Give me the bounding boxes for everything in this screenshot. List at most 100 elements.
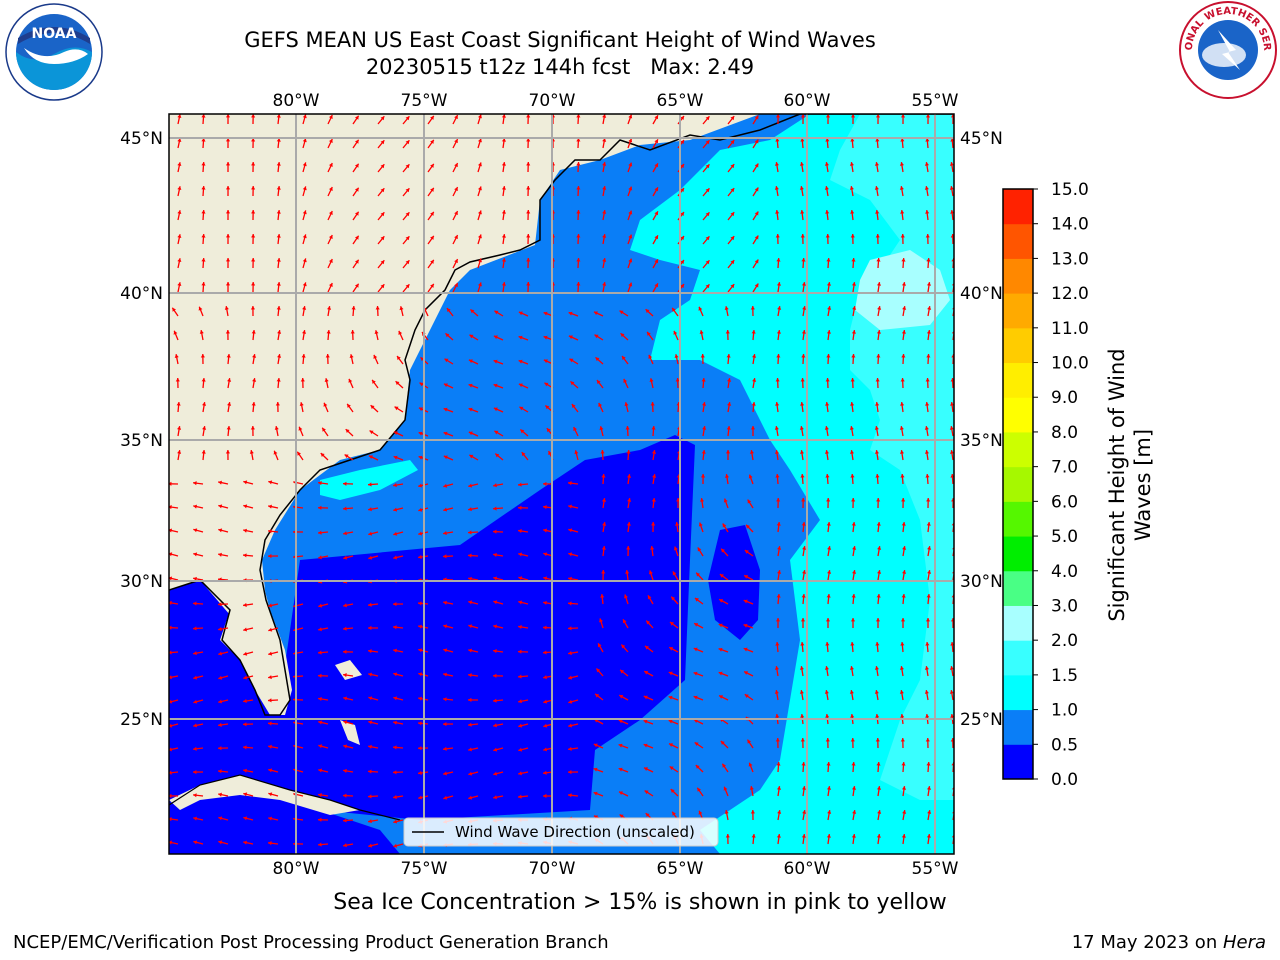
wave-arrow-head xyxy=(774,666,779,670)
wave-arrow-head xyxy=(925,714,930,718)
wave-arrow-head xyxy=(680,115,684,120)
wave-arrow-head xyxy=(697,547,702,552)
wave-arrow-head xyxy=(775,474,780,478)
wave-arrow-head xyxy=(593,767,598,772)
wave-arrow-head xyxy=(568,626,572,631)
wave-arrow-head xyxy=(302,258,307,263)
wave-arrow-head xyxy=(802,570,807,574)
wave-arrow-head xyxy=(418,624,422,629)
wave-arrow-head xyxy=(393,602,397,607)
wave-arrow-head xyxy=(393,531,398,536)
wave-arrow-head xyxy=(824,450,830,454)
wave-arrow-head xyxy=(752,354,757,358)
wave-arrow-head xyxy=(645,813,650,818)
wave-arrow-head xyxy=(876,786,882,790)
wave-arrow-head xyxy=(901,786,907,790)
wave-arrow-head xyxy=(518,505,522,510)
wave-arrow-head xyxy=(877,546,882,550)
wave-arrow-head xyxy=(193,769,197,775)
wave-arrow-head xyxy=(393,507,398,512)
wave-arrow-head xyxy=(669,766,674,771)
wave-arrow-head xyxy=(924,186,929,190)
wave-arrow-head xyxy=(754,139,759,144)
wave-arrow-head xyxy=(576,234,581,238)
wave-arrow-head xyxy=(302,234,307,239)
wave-arrow-head xyxy=(380,188,385,193)
wave-arrow-head xyxy=(199,330,204,334)
wave-arrow-head xyxy=(343,768,347,773)
wave-arrow-head xyxy=(268,675,272,680)
chart-subtitle: 20230515 t12z 144h fcst Max: 2.49 xyxy=(365,55,755,79)
wave-arrow-head xyxy=(827,570,832,574)
wave-arrow-head xyxy=(268,792,273,797)
wave-arrow-head xyxy=(354,163,359,168)
wave-arrow-head xyxy=(243,840,247,845)
wave-arrow-head xyxy=(175,378,180,382)
wave-arrow-head xyxy=(899,450,905,454)
wave-arrow-head xyxy=(318,481,322,486)
wave-arrow-head xyxy=(568,601,572,606)
wave-arrow-head xyxy=(576,114,581,118)
wave-arrow-head xyxy=(518,552,523,557)
wave-arrow-head xyxy=(925,642,930,646)
wave-arrow-head xyxy=(569,358,574,363)
noaa-logo-text: NOAA xyxy=(32,26,77,42)
wave-arrow-head xyxy=(926,522,931,526)
wave-arrow-head xyxy=(926,786,932,790)
wave-arrow-head xyxy=(343,506,347,511)
wave-arrow-head xyxy=(628,234,633,239)
wave-arrow-head xyxy=(621,644,626,649)
wave-arrow-head xyxy=(518,771,522,776)
wave-arrow-head xyxy=(727,378,732,382)
wave-arrow-head xyxy=(501,162,506,166)
wave-arrow-head xyxy=(624,594,628,599)
wave-arrow-head xyxy=(827,306,832,310)
wave-arrow-head xyxy=(568,770,572,775)
wave-arrow-head xyxy=(493,747,498,752)
wave-arrow-head xyxy=(375,306,380,310)
wave-arrow-head xyxy=(277,354,282,358)
wave-arrow-head xyxy=(501,234,506,238)
wave-arrow-head xyxy=(543,576,548,581)
colorbar-tick-label: 11.0 xyxy=(1051,319,1089,339)
wave-arrow-head xyxy=(493,529,497,534)
wave-arrow-head xyxy=(825,474,830,478)
wave-arrow-head xyxy=(443,697,447,702)
wave-arrow-head xyxy=(218,722,222,727)
wave-arrow-head xyxy=(468,553,472,558)
wave-arrow-head xyxy=(443,455,448,460)
wave-arrow-head xyxy=(368,744,372,749)
wave-arrow-head xyxy=(268,698,272,703)
wave-arrow-head xyxy=(543,675,547,680)
wave-arrow-head xyxy=(218,552,222,557)
wave-arrow-head xyxy=(775,378,780,382)
wave-arrow-head xyxy=(380,284,385,289)
wave-arrow-head xyxy=(800,714,805,718)
wave-arrow-head xyxy=(672,811,676,816)
wave-arrow-head xyxy=(650,402,655,406)
wave-arrow-head xyxy=(850,234,855,238)
wave-arrow-head xyxy=(393,672,398,677)
wave-arrow-head xyxy=(647,595,652,600)
wave-arrow-head xyxy=(177,138,182,142)
wave-arrow-head xyxy=(675,522,680,526)
wave-arrow-head xyxy=(695,765,700,769)
wave-arrow-head xyxy=(468,407,473,412)
wave-arrow-head xyxy=(218,769,222,774)
wave-arrow-head xyxy=(418,721,422,726)
wave-arrow-head xyxy=(372,379,376,384)
wave-arrow-head xyxy=(177,234,182,238)
wave-arrow-head xyxy=(243,792,248,797)
wave-arrow-head xyxy=(493,383,498,388)
wave-arrow-head xyxy=(443,507,448,512)
wave-arrow-head xyxy=(405,116,410,121)
wave-arrow-head xyxy=(225,330,230,334)
wave-arrow-head xyxy=(518,576,523,581)
wave-arrow-head xyxy=(368,602,372,607)
wave-arrow-head xyxy=(444,358,449,363)
wave-arrow-head xyxy=(493,673,497,678)
wave-arrow-head xyxy=(680,187,684,192)
wave-arrow-head xyxy=(493,506,497,511)
wave-arrow-head xyxy=(243,745,247,750)
